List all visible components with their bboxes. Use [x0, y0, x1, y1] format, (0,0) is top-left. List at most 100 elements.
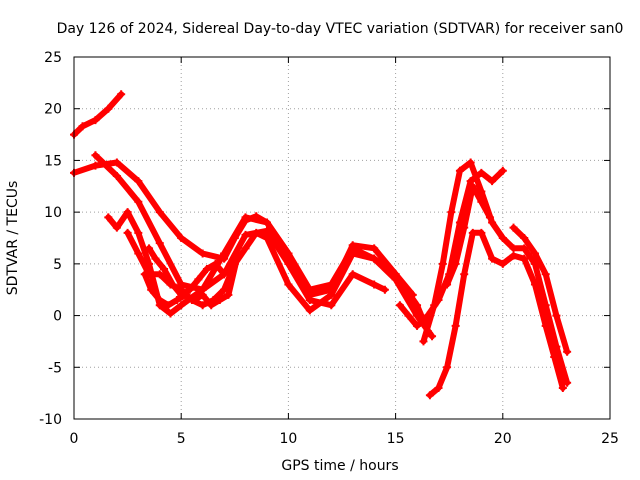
- data-point: [404, 311, 413, 320]
- data-point: [91, 151, 100, 160]
- data-point: [134, 228, 143, 237]
- x-tick-label: 10: [279, 431, 297, 447]
- data-point: [498, 166, 507, 175]
- data-point: [155, 270, 164, 279]
- x-tick-label: 5: [177, 431, 186, 447]
- data-point: [284, 280, 293, 289]
- data-point: [145, 244, 154, 253]
- data-point: [117, 90, 126, 99]
- data-point: [468, 182, 477, 191]
- data-point: [438, 259, 447, 268]
- data-point: [164, 301, 173, 310]
- data-point: [147, 285, 156, 294]
- data-point: [78, 122, 87, 131]
- x-tick-label: 25: [601, 431, 619, 447]
- data-point: [455, 166, 464, 175]
- data-point: [434, 383, 443, 392]
- series-line: [124, 229, 416, 314]
- data-point: [151, 254, 160, 263]
- y-tick-label: 0: [53, 309, 62, 325]
- data-point: [552, 311, 561, 320]
- data-point: [460, 270, 469, 279]
- data-point: [305, 306, 314, 315]
- data-point: [284, 249, 293, 258]
- series-3: [91, 151, 432, 336]
- data-point: [252, 228, 261, 237]
- data-point: [413, 301, 422, 310]
- y-tick-label: -10: [39, 412, 62, 428]
- data-point: [391, 270, 400, 279]
- data-point: [477, 168, 486, 177]
- series-line: [146, 245, 228, 298]
- data-point: [241, 230, 250, 239]
- data-point: [134, 249, 143, 258]
- series-7: [145, 244, 229, 299]
- data-point: [155, 239, 164, 248]
- series-1: [70, 90, 126, 139]
- data-point: [241, 213, 250, 222]
- data-point: [220, 270, 229, 279]
- data-point: [284, 259, 293, 268]
- data-point: [348, 270, 357, 279]
- y-tick-label: 10: [44, 205, 62, 221]
- plot-frame: [73, 56, 611, 420]
- data-point: [395, 301, 404, 310]
- data-point: [447, 208, 456, 217]
- data-point: [160, 265, 169, 274]
- y-tick-label: 20: [44, 102, 62, 118]
- x-tick-label: 0: [70, 431, 79, 447]
- data-point: [232, 254, 241, 263]
- data-point: [104, 104, 113, 113]
- data-point: [485, 213, 494, 222]
- data-point: [262, 234, 271, 242]
- data-point: [380, 285, 389, 294]
- data-point: [466, 177, 475, 186]
- data-point: [241, 244, 250, 253]
- data-point: [370, 254, 379, 263]
- data-point: [348, 249, 357, 258]
- data-point: [509, 251, 518, 260]
- data-point: [530, 249, 539, 258]
- data-point: [185, 285, 194, 294]
- data-point: [168, 280, 177, 289]
- data-point: [198, 249, 207, 258]
- data-point: [112, 223, 121, 232]
- data-point: [451, 259, 460, 268]
- data-point: [563, 347, 572, 356]
- series-10: [425, 228, 567, 400]
- series-layer: [70, 90, 572, 400]
- y-tick-label: 5: [53, 257, 62, 273]
- data-point: [112, 158, 121, 167]
- data-point: [190, 296, 199, 305]
- data-point: [530, 280, 539, 289]
- data-point: [211, 259, 220, 268]
- series-12: [443, 182, 494, 289]
- series-11: [509, 223, 572, 356]
- data-point: [477, 197, 486, 206]
- data-point: [194, 275, 203, 284]
- data-point: [509, 223, 518, 232]
- data-point: [477, 228, 486, 237]
- data-point: [198, 301, 207, 310]
- data-point: [198, 290, 207, 299]
- data-point: [348, 241, 357, 250]
- data-point: [123, 208, 132, 217]
- data-point: [460, 223, 469, 232]
- x-tick-label: 20: [494, 431, 512, 447]
- x-tick-label: 15: [387, 431, 405, 447]
- data-point: [172, 296, 181, 305]
- data-point: [558, 383, 567, 392]
- data-point: [488, 218, 497, 227]
- data-point: [215, 296, 224, 305]
- data-point: [466, 158, 475, 167]
- data-point: [550, 352, 559, 361]
- data-point: [443, 280, 452, 289]
- data-point: [520, 254, 529, 263]
- data-point: [488, 177, 497, 186]
- data-point: [155, 296, 164, 305]
- series-4: [104, 208, 389, 318]
- data-point: [166, 309, 175, 318]
- data-point: [140, 270, 149, 279]
- data-point: [468, 228, 477, 237]
- data-point: [425, 391, 434, 400]
